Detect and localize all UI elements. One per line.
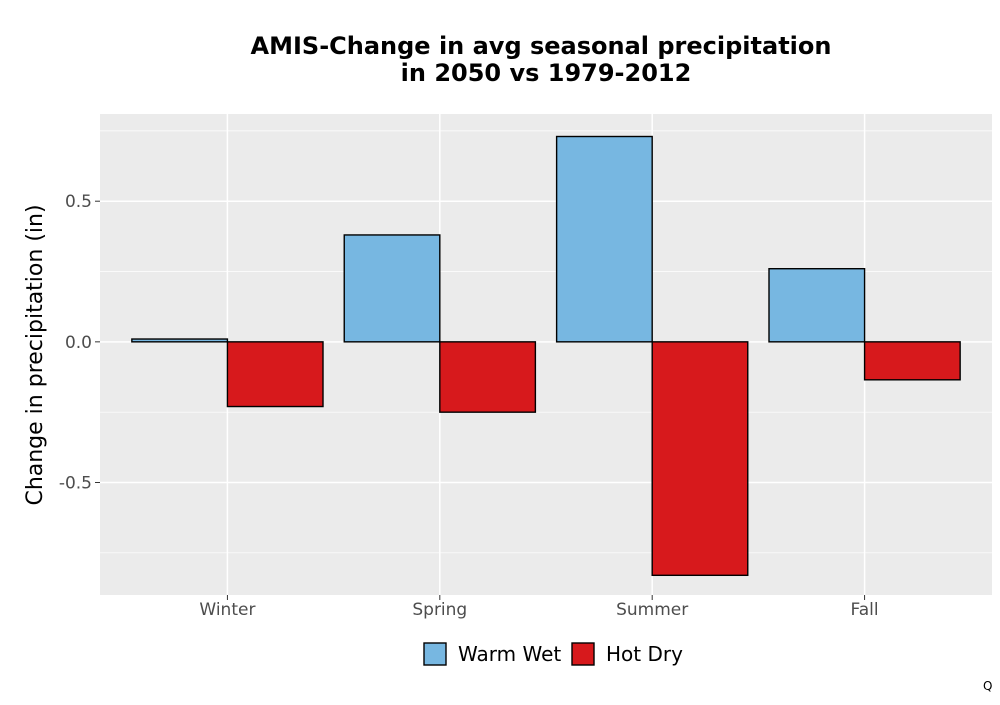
y-axis-label: Change in precipitation (in) [23,204,48,505]
bar-hot-dry-spring [439,341,537,413]
legend-label: Warm Wet [458,642,561,666]
x-tick-label: Summer [616,600,688,620]
bar-hot-dry-fall [863,341,961,381]
y-axis: 0.5 0.0 -0.5 [59,192,100,493]
x-tick-label: Spring [412,600,467,620]
bars [131,135,961,577]
legend: Warm Wet Hot Dry [423,642,683,666]
bar-warm-wet-fall [768,268,866,343]
legend-swatch [571,642,595,666]
bar-warm-wet-summer [555,135,653,343]
y-tick-label: 0.0 [65,333,92,353]
legend-label: Hot Dry [606,642,683,666]
x-tick-label: Fall [851,600,879,620]
legend-swatch [423,642,447,666]
bar-warm-wet-spring [343,234,441,343]
chart-title-line-2: in 2050 vs 1979-2012 [401,59,692,87]
chart-title-line-1: AMIS-Change in avg seasonal precipitatio… [251,32,832,60]
y-tick-label: -0.5 [59,473,92,493]
bar-hot-dry-summer [651,341,749,577]
x-axis: Winter Spring Summer Fall [199,595,879,620]
y-tick-label: 0.5 [65,192,92,212]
bar-warm-wet-winter [131,338,229,343]
corner-mark: Q [983,679,992,693]
x-tick-label: Winter [199,600,255,620]
bar-hot-dry-winter [226,341,324,408]
